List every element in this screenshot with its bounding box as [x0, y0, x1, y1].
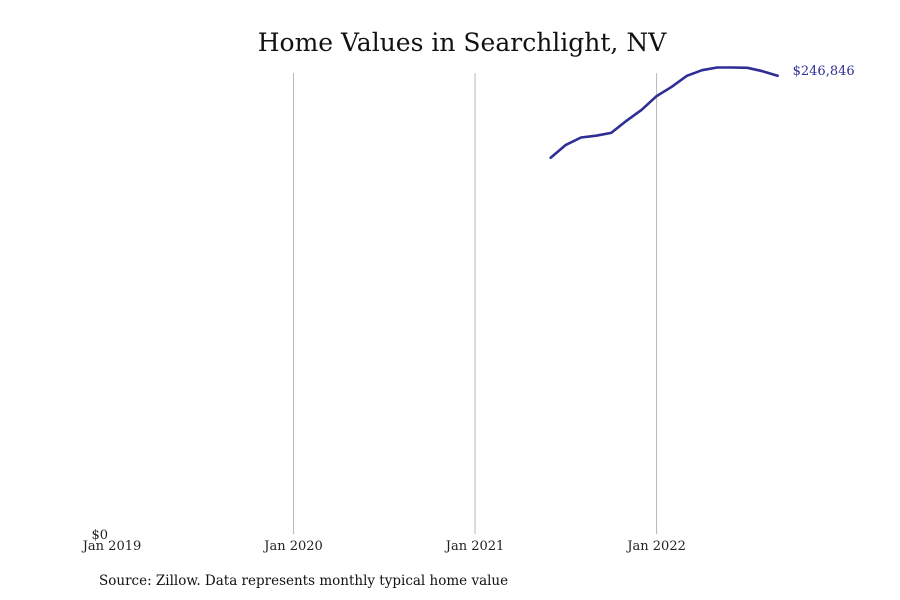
x-tick-label: Jan 2022 — [625, 539, 686, 554]
x-tick-label: Jan 2019 — [81, 539, 142, 554]
series-layer — [549, 66, 779, 160]
x-axis-tick-labels: Jan 2019 Jan 2020 Jan 2021 Jan 2022 — [81, 539, 686, 554]
end-value-label: $246,846 — [793, 64, 855, 79]
gridlines — [293, 73, 658, 534]
chart-title: Home Values in Searchlight, NV — [258, 28, 667, 57]
y-axis-tick-labels: $0 — [91, 528, 108, 543]
source-note: Source: Zillow. Data represents monthly … — [99, 573, 508, 589]
y-tick-label: $0 — [91, 528, 108, 543]
x-tick-label: Jan 2021 — [444, 539, 505, 554]
home-value-line — [549, 66, 779, 160]
x-tick-label: Jan 2020 — [262, 539, 323, 554]
